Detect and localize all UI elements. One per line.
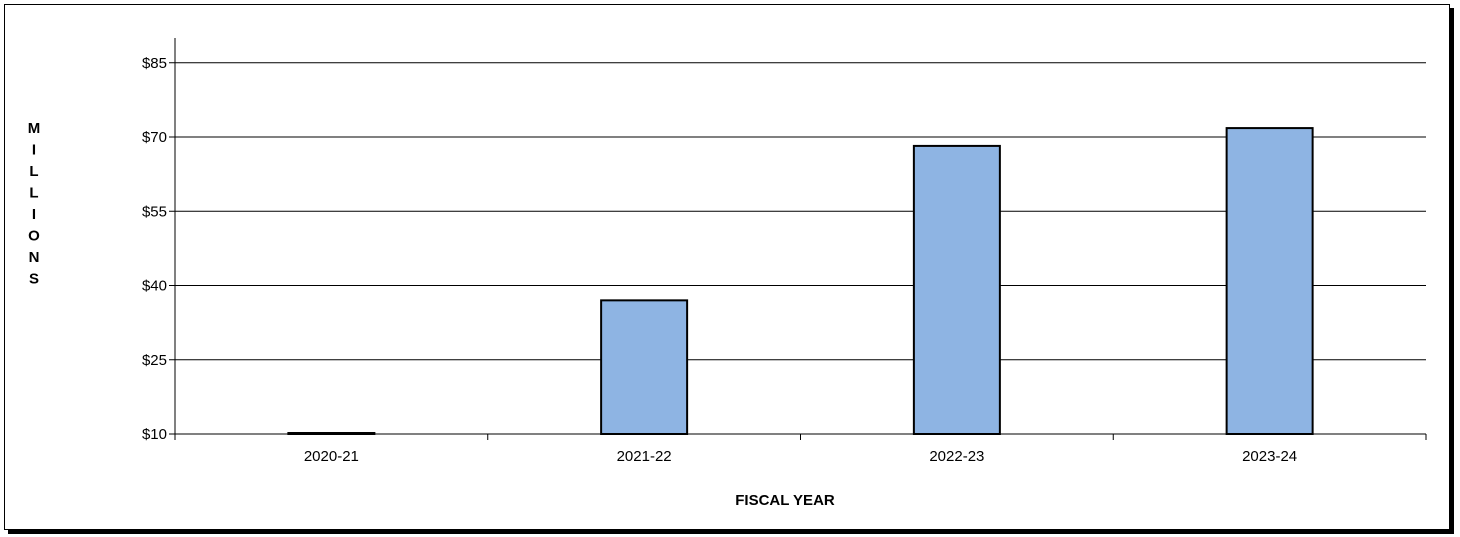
y-axis-title-letter: M [28, 120, 41, 137]
grid-lines [175, 62, 1426, 361]
bars [287, 127, 1314, 436]
bar-2021-22 [600, 299, 689, 435]
x-tick-label: 2022-23 [929, 448, 984, 465]
y-axis-title-letter: I [32, 206, 36, 223]
bar-2022-23 [912, 144, 1001, 435]
y-tick-label: $25 [142, 352, 167, 369]
y-axis-title-letter: N [29, 249, 40, 266]
tick-labels: $10 $25 $40 $55 $70 $85 2020-21 2021-22 2022-23 2… [142, 55, 1297, 465]
y-tick-label: $10 [142, 426, 167, 443]
x-tick-label: 2021-22 [617, 448, 672, 465]
y-axis-title-letter: I [32, 142, 36, 159]
x-tick-label: 2020-21 [304, 448, 359, 465]
x-tick-label: 2023-24 [1242, 448, 1297, 465]
y-axis-title-letter: O [28, 228, 40, 245]
y-tick-label: $70 [142, 129, 167, 146]
x-axis-title: FISCAL YEAR [735, 492, 835, 509]
y-tick-label: $40 [142, 278, 167, 295]
y-axis-title-letter: S [29, 271, 39, 288]
y-axis-title-letter: L [29, 185, 38, 202]
chart-frame [4, 4, 1450, 530]
axes [169, 38, 1427, 440]
y-axis-title-letter: L [29, 163, 38, 180]
y-tick-label: $55 [142, 203, 167, 220]
bar-2023-24 [1225, 127, 1314, 435]
y-tick-label: $85 [142, 55, 167, 72]
